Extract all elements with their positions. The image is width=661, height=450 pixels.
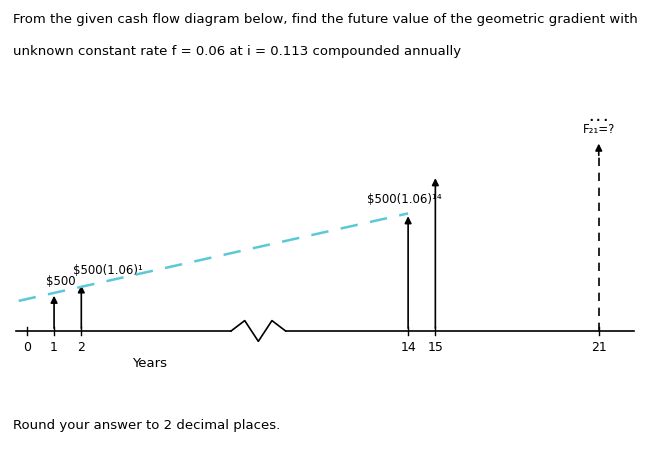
Text: ...: ... — [588, 111, 610, 123]
Text: 0: 0 — [23, 342, 31, 354]
Text: Round your answer to 2 decimal places.: Round your answer to 2 decimal places. — [13, 419, 280, 432]
Text: 15: 15 — [428, 342, 444, 354]
Text: 1: 1 — [50, 342, 58, 354]
Text: 2: 2 — [77, 342, 85, 354]
Text: $500: $500 — [46, 275, 75, 288]
Text: 14: 14 — [401, 342, 416, 354]
Text: 21: 21 — [591, 342, 607, 354]
Text: $500(1.06)¹⁴: $500(1.06)¹⁴ — [368, 194, 442, 207]
Text: unknown constant rate f = 0.06 at i = 0.113 compounded annually: unknown constant rate f = 0.06 at i = 0.… — [13, 45, 461, 58]
Text: From the given cash flow diagram below, find the future value of the geometric g: From the given cash flow diagram below, … — [13, 14, 638, 27]
Text: F₂₁=?: F₂₁=? — [582, 122, 615, 135]
Text: Years: Years — [132, 357, 167, 370]
Text: $500(1.06)¹: $500(1.06)¹ — [73, 264, 143, 277]
